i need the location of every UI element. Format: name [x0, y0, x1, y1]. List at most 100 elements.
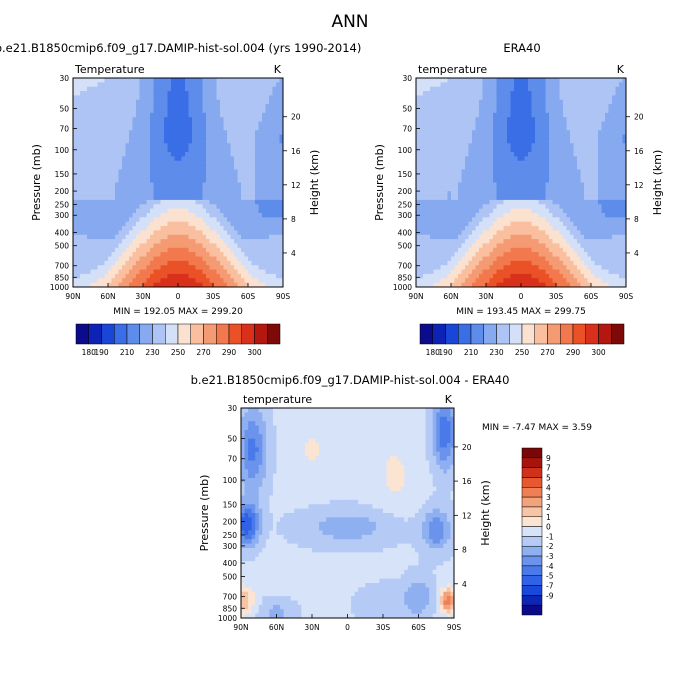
heatmap-cell	[258, 95, 263, 101]
heatmap-cell	[265, 95, 270, 101]
x-tick-label: 90S	[276, 292, 291, 301]
heatmap-cell	[542, 91, 547, 97]
heatmap-cell	[514, 82, 519, 88]
heatmap-cell	[542, 191, 547, 197]
heatmap-cell	[262, 269, 267, 275]
heatmap-cell	[115, 178, 120, 184]
heatmap-cell	[220, 243, 225, 249]
heatmap-cell	[213, 282, 218, 287]
heatmap-cell	[213, 234, 218, 240]
heatmap-cell	[489, 91, 494, 97]
heatmap-cell	[587, 165, 592, 171]
heatmap-cell	[111, 226, 116, 231]
heatmap-cell	[472, 91, 477, 97]
heatmap-cell	[507, 130, 512, 136]
heatmap-cell	[195, 265, 200, 271]
heatmap-cell	[447, 86, 452, 92]
heatmap-cell	[458, 212, 463, 218]
heatmap-cell	[234, 269, 239, 275]
heatmap-cell	[171, 121, 176, 127]
heatmap-cell	[566, 182, 571, 188]
heatmap-cell	[416, 169, 421, 175]
heatmap-cell	[272, 125, 277, 131]
heatmap-cell	[199, 165, 204, 171]
heatmap-cell	[87, 173, 92, 179]
heatmap-cell	[514, 173, 519, 179]
heatmap-cell	[143, 82, 148, 88]
heatmap-cell	[83, 78, 88, 83]
heatmap-cell	[83, 112, 88, 118]
heatmap-cell	[517, 165, 522, 171]
heatmap-cell	[255, 239, 260, 245]
heatmap-cell	[111, 143, 116, 149]
heatmap-cell	[500, 199, 505, 205]
heatmap-cell	[423, 217, 428, 223]
heatmap-cell	[251, 117, 256, 123]
heatmap-cell	[209, 91, 214, 97]
heatmap-cell	[90, 108, 95, 114]
heatmap-cell	[230, 278, 235, 284]
heatmap-cell	[430, 221, 435, 227]
heatmap-cell	[251, 165, 256, 171]
heatmap-cell	[188, 121, 193, 127]
heatmap-cell	[598, 86, 603, 92]
heatmap-cell	[542, 138, 547, 144]
heatmap-cell	[454, 212, 459, 218]
heatmap-cell	[570, 117, 575, 123]
heatmap-cell	[510, 104, 515, 110]
heatmap-cell	[437, 134, 442, 140]
heatmap-cell	[136, 195, 141, 201]
heatmap-cell	[549, 173, 554, 179]
heatmap-cell	[129, 147, 134, 153]
heatmap-cell	[419, 152, 424, 157]
heatmap-cell	[482, 121, 487, 127]
heatmap-cell	[94, 117, 99, 123]
heatmap-cell	[146, 265, 151, 271]
heatmap-cell	[202, 269, 207, 275]
heatmap-cell	[209, 99, 214, 105]
heatmap-cell	[90, 117, 95, 123]
heatmap-cell	[423, 221, 428, 227]
heatmap-cell	[97, 182, 102, 188]
heatmap-cell	[146, 230, 151, 236]
heatmap-cell	[97, 86, 102, 92]
heatmap-cell	[416, 195, 421, 201]
heatmap-cell	[622, 130, 626, 136]
heatmap-cell	[132, 230, 137, 236]
heatmap-cell	[440, 173, 445, 179]
heatmap-cell	[185, 182, 190, 188]
heatmap-cell	[181, 191, 186, 197]
heatmap-cell	[87, 152, 92, 157]
heatmap-cell	[80, 256, 85, 262]
heatmap-cell	[139, 173, 144, 179]
heatmap-cell	[468, 204, 473, 210]
heatmap-cell	[174, 86, 179, 92]
heatmap-cell	[269, 147, 274, 153]
heatmap-cell	[202, 217, 207, 223]
heatmap-cell	[248, 217, 253, 223]
heatmap-cell	[538, 99, 543, 105]
heatmap-cell	[538, 221, 543, 227]
heatmap-cell	[94, 195, 99, 201]
heatmap-cell	[535, 117, 540, 123]
heatmap-cell	[615, 221, 620, 227]
heatmap-cell	[479, 178, 484, 184]
heatmap-cell	[230, 78, 235, 83]
heatmap-cell	[122, 117, 127, 123]
heatmap-cell	[570, 156, 575, 162]
heatmap-cell	[125, 160, 130, 166]
height-tick-label: 12	[291, 181, 301, 190]
heatmap-cell	[552, 95, 557, 101]
heatmap-cell	[104, 239, 109, 245]
heatmap-cell	[262, 130, 267, 136]
heatmap-cell	[566, 169, 571, 175]
heatmap-cell	[213, 138, 218, 144]
heatmap-cell	[552, 134, 557, 140]
heatmap-cell	[440, 82, 445, 88]
heatmap-cell	[528, 104, 533, 110]
heatmap-cell	[538, 91, 543, 97]
heatmap-cell	[255, 95, 260, 101]
heatmap-cell	[426, 138, 431, 144]
heatmap-cell	[601, 152, 606, 157]
heatmap-cell	[237, 256, 242, 262]
